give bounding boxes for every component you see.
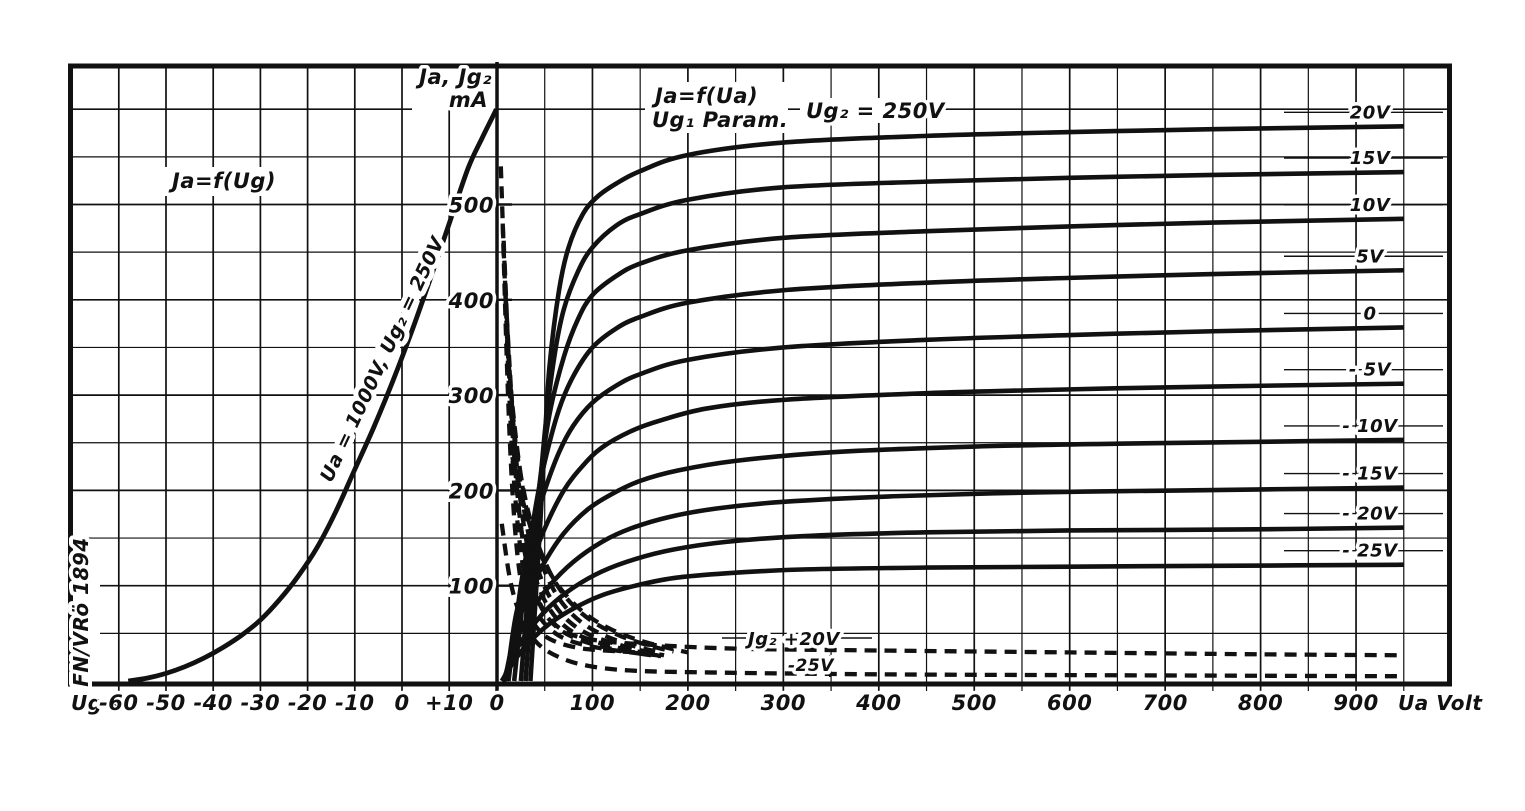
x-tick-ug: -40 (193, 691, 232, 715)
x-tick-ua: 100 (570, 691, 615, 715)
x-tick-ua: 400 (855, 691, 901, 715)
plate-curve-ug1-0 (506, 325, 1404, 682)
x-tick-ua: 900 (1333, 691, 1378, 715)
y-axis-title: Ja, Jg₂ (415, 65, 492, 89)
x-axis-label-ua: Ua Volt (1398, 691, 1483, 715)
output-title-line2: Ug₁ Param. (652, 108, 788, 132)
x-axis-label-ug: Ug V (71, 691, 127, 715)
y-axis-tick-label: 300 (449, 384, 494, 408)
x-tick-ua: 600 (1047, 691, 1092, 715)
label-backdrop (645, 82, 788, 133)
plate-curve-ug1-- 10V (502, 437, 1404, 682)
x-tick-ug: +10 (425, 691, 473, 715)
label-backdrop (800, 98, 918, 123)
screen-condition-label: Ug₂ = 250V (806, 99, 946, 123)
curve-label-ug1: - 25V (1342, 541, 1399, 562)
x-tick-ua: 0 (489, 691, 504, 715)
x-tick-ug: -60 (99, 691, 138, 715)
curve-label-ug1: - 20V (1342, 504, 1399, 525)
jg2-curve-aux-7 (506, 366, 662, 655)
output-title-line1: Ja=f(Ua) (651, 84, 758, 108)
x-tick-ug: -30 (241, 691, 280, 715)
watermark: FN/VRö 1894 (69, 537, 93, 686)
curve-label-ug1: 5V (1356, 246, 1385, 267)
transfer-condition-label: Ua = 1000V, Ug₂ = 250V (316, 233, 449, 486)
x-tick-ua: 300 (761, 691, 806, 715)
x-tick-ua: 500 (952, 691, 997, 715)
jg2-bottom-label: -25V (788, 656, 835, 676)
plate-curve-ug1-- 25V (499, 562, 1404, 683)
x-tick-ug: -50 (146, 691, 185, 715)
curve-label-ug1: - 15V (1342, 464, 1399, 485)
plate-curve-ug1-20V (528, 124, 1404, 682)
y-axis-tick-label: 100 (449, 575, 494, 599)
y-axis-tick-label: 200 (449, 479, 494, 503)
jg2-curve-Jg₂ +20V (498, 166, 1404, 658)
transfer-curve (127, 108, 499, 684)
plate-curve-ug1-- 15V (501, 485, 1404, 682)
plot-frame (68, 63, 1452, 687)
transfer-title: Ja=f(Ug) (168, 169, 276, 193)
plate-curve-ug1-10V (518, 216, 1404, 682)
x-tick-ua: 800 (1238, 691, 1283, 715)
label-backdrop (164, 167, 272, 196)
plate-curve-ug1-- 5V (504, 381, 1404, 682)
plate-curve-ug1-- 20V (500, 525, 1404, 682)
x-tick-ug: 0 (394, 691, 409, 715)
x-tick-ua: 700 (1142, 691, 1187, 715)
label-backdrop (76, 540, 100, 681)
jg2-curve-aux-6 (504, 330, 665, 658)
jg2-top-label: Jg₂ +20V (745, 629, 841, 650)
y-axis-unit: mA (449, 88, 488, 112)
plate-curve-ug1-15V (523, 169, 1404, 682)
curve-label-ug1: 20V (1350, 102, 1392, 123)
y-axis-tick-label: 400 (448, 289, 494, 313)
jg2-curve-aux-2 (500, 223, 655, 656)
x-tick-ug: -20 (288, 691, 327, 715)
curve-label-ug1: 15V (1350, 148, 1392, 169)
x-tick-ug: -10 (335, 691, 374, 715)
grid (70, 66, 1450, 691)
x-tick-ua: 200 (665, 691, 710, 715)
y-axis-tick-label: 500 (449, 194, 494, 218)
curve-label-ug1: - 10V (1342, 416, 1399, 437)
curve-label-ug1: 10V (1350, 195, 1392, 216)
jg2-curve--25V (499, 523, 1404, 679)
curve-label-ug1: 0 (1363, 303, 1376, 324)
curve-label-ug1: - 5V (1349, 360, 1393, 381)
jg2-curve-aux-8 (508, 409, 675, 654)
plate-curve-ug1-5V (511, 267, 1404, 682)
